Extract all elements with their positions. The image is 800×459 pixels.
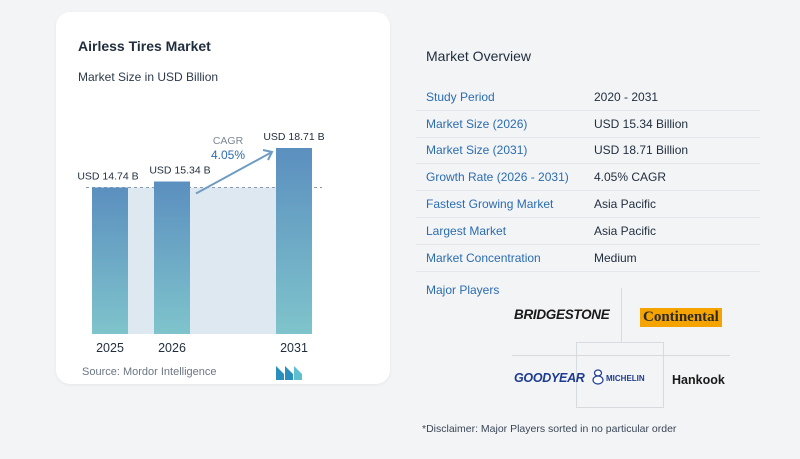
overview-row-value: Medium	[594, 250, 637, 265]
cagr-value: 4.05%	[211, 148, 245, 162]
overview-row-label: Market Size (2031)	[426, 143, 528, 158]
overview-row-value: USD 15.34 Billion	[594, 116, 689, 131]
growth-band	[190, 187, 276, 334]
chart-subtitle: Market Size in USD Billion	[78, 70, 219, 84]
cagr-arrow-head	[262, 149, 274, 161]
overview-row-label: Market Concentration	[426, 250, 541, 265]
overview-row-label: Fastest Growing Market	[426, 197, 554, 212]
tick-label-2025: 2025	[96, 341, 124, 355]
tick-label-2031: 2031	[280, 341, 308, 355]
overview-row: Market Size (2031) USD 18.71 Billion	[416, 138, 760, 165]
value-label-2031: USD 18.71 B	[263, 131, 324, 143]
overview-row-value: USD 18.71 Billion	[594, 143, 689, 158]
gap-band	[128, 187, 154, 334]
bar-2026	[154, 181, 190, 334]
michelin-logo: MICHELIN	[606, 374, 645, 383]
bar-2025	[92, 187, 128, 334]
overview-row-value: 4.05% CAGR	[594, 170, 667, 185]
overview-row: Market Concentration Medium	[416, 245, 760, 272]
overview-table: Study Period 2020 - 2031 Market Size (2026…	[416, 84, 760, 272]
cagr-label: CAGR	[213, 135, 244, 147]
overview-row: Study Period 2020 - 2031	[416, 84, 760, 111]
mordor-logo-icon	[276, 366, 302, 380]
tick-label-2026: 2026	[158, 341, 186, 355]
bridgestone-logo: BRIDGESTONE	[514, 307, 610, 322]
value-label-2025: USD 14.74 B	[77, 170, 138, 182]
goodyear-logo: GOODYEAR	[514, 371, 585, 385]
overview-row-label: Growth Rate (2026 - 2031)	[426, 170, 569, 185]
overview-row: Market Size (2026) USD 15.34 Billion	[416, 111, 760, 138]
hankook-logo: Hankook	[672, 373, 725, 387]
bar-2031	[276, 148, 312, 334]
logo-divider-vertical-top	[621, 288, 622, 342]
disclaimer-text: *Disclaimer: Major Players sorted in no …	[422, 423, 677, 435]
logo-divider-horizontal	[512, 355, 730, 356]
continental-logo: Continental	[640, 308, 722, 327]
overview-row: Largest Market Asia Pacific	[416, 218, 760, 245]
overview-row-label: Study Period	[426, 89, 495, 104]
logo-box-michelin	[576, 342, 664, 408]
overview-row-value: Asia Pacific	[594, 223, 657, 238]
michelin-man-icon	[592, 369, 604, 385]
major-players-title: Major Players	[426, 283, 500, 297]
overview-title: Market Overview	[426, 48, 532, 64]
chart-source: Source: Mordor Intelligence	[82, 366, 217, 378]
overview-row-label: Largest Market	[426, 223, 507, 238]
overview-row-value: Asia Pacific	[594, 197, 657, 212]
overview-row: Fastest Growing Market Asia Pacific	[416, 191, 760, 218]
overview-row-value: 2020 - 2031	[594, 89, 659, 104]
chart-title: Airless Tires Market	[78, 38, 211, 54]
overview-row: Growth Rate (2026 - 2031) 4.05% CAGR	[416, 164, 760, 192]
overview-row-label: Market Size (2026)	[426, 116, 528, 131]
cagr-arrow-line	[195, 151, 273, 195]
value-label-2026: USD 15.34 B	[149, 165, 210, 177]
